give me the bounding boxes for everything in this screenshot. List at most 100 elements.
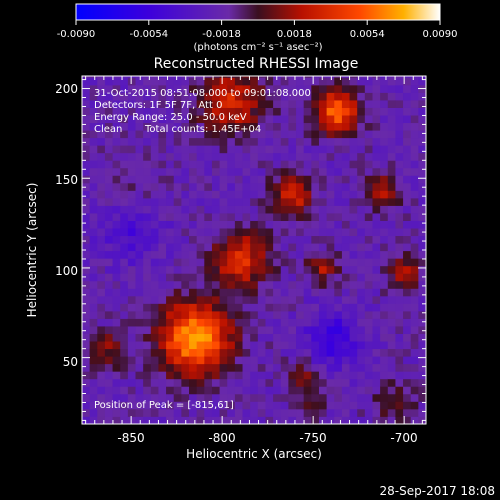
heatmap-cell-736 bbox=[196, 182, 205, 191]
heatmap-cell-723 bbox=[196, 280, 205, 289]
heatmap-cell-1436 bbox=[311, 220, 320, 229]
heatmap-cell-424 bbox=[150, 408, 159, 417]
heatmap-cell-819 bbox=[211, 265, 220, 274]
heatmap-cell-1797 bbox=[372, 333, 381, 342]
heatmap-cell-542 bbox=[166, 228, 175, 237]
heatmap-cell-1293 bbox=[288, 235, 297, 244]
heatmap-cell-734 bbox=[196, 197, 205, 206]
heatmap-cell-718 bbox=[196, 318, 205, 327]
heatmap-cell-69 bbox=[89, 250, 98, 259]
heatmap-cell-2104 bbox=[418, 145, 426, 154]
heatmap-cell-1791 bbox=[372, 378, 381, 387]
heatmap-cell-122 bbox=[97, 205, 106, 214]
heatmap-cell-884 bbox=[219, 130, 228, 139]
heatmap-cell-1914 bbox=[387, 160, 396, 169]
heatmap-cell-1471 bbox=[318, 310, 328, 319]
heatmap-cell-40 bbox=[82, 115, 91, 124]
heatmap-cell-558 bbox=[166, 107, 175, 116]
heatmap-cell-2105 bbox=[418, 137, 426, 146]
heatmap-cell-1220 bbox=[273, 77, 282, 86]
heatmap-cell-815 bbox=[211, 295, 220, 304]
heatmap-cell-1798 bbox=[372, 326, 381, 334]
heatmap-cell-189 bbox=[112, 408, 121, 417]
heatmap-cell-1093 bbox=[257, 326, 266, 334]
heatmap-cell-1145 bbox=[265, 288, 274, 297]
heatmap-cell-1557 bbox=[334, 371, 343, 380]
heatmap-cell-102 bbox=[97, 356, 106, 365]
heatmap-cell-918 bbox=[227, 228, 236, 237]
heatmap-cell-1481 bbox=[318, 235, 328, 244]
heatmap-cell-1418 bbox=[311, 356, 320, 365]
heatmap-cell-610 bbox=[173, 76, 182, 78]
heatmap-cell-1407 bbox=[303, 84, 312, 93]
heatmap-cell-1362 bbox=[296, 76, 305, 78]
heatmap-cell-1838 bbox=[380, 378, 389, 387]
heatmap-cell-308 bbox=[127, 220, 136, 229]
heatmap-cell-419 bbox=[143, 92, 152, 101]
heatmap-cell-1963 bbox=[395, 145, 404, 154]
heatmap-cell-474 bbox=[158, 386, 167, 395]
heatmap-cell-68 bbox=[89, 258, 98, 267]
heatmap-cell-1424 bbox=[311, 310, 320, 319]
heatmap-cell-377 bbox=[143, 408, 152, 417]
heatmap-cell-1690 bbox=[349, 77, 358, 86]
heatmap-cell-173 bbox=[104, 175, 113, 184]
heatmap-cell-1537 bbox=[326, 167, 335, 176]
heatmap-cell-1060 bbox=[250, 220, 259, 229]
heatmap-cell-919 bbox=[227, 220, 236, 229]
heatmap-cell-1041 bbox=[250, 363, 259, 372]
heatmap-cell-74 bbox=[89, 213, 98, 221]
heatmap-cell-2107 bbox=[418, 122, 426, 131]
heatmap-cell-1238 bbox=[280, 295, 289, 304]
heatmap-cell-745 bbox=[196, 115, 205, 124]
heatmap-cell-1050 bbox=[250, 295, 259, 304]
heatmap-cell-34 bbox=[82, 160, 91, 169]
heatmap-cell-505 bbox=[158, 152, 167, 161]
heatmap-cell-996 bbox=[242, 348, 251, 357]
heatmap-cell-1135 bbox=[265, 363, 274, 372]
heatmap-cell-342 bbox=[135, 318, 144, 327]
heatmap-cell-1773 bbox=[364, 160, 373, 169]
heatmap-cell-1134 bbox=[265, 371, 274, 380]
heatmap-cell-1900 bbox=[387, 265, 396, 274]
heatmap-cell-1516 bbox=[326, 326, 335, 334]
heatmap-cell-956 bbox=[234, 295, 243, 304]
heatmap-cell-71 bbox=[89, 235, 98, 244]
heatmap-cell-1691 bbox=[349, 76, 358, 78]
heatmap-cell-368 bbox=[135, 122, 144, 131]
heatmap-cell-343 bbox=[135, 310, 144, 319]
heatmap-cell-1248 bbox=[280, 220, 289, 229]
heatmap-cell-1894 bbox=[387, 310, 396, 319]
heatmap-cell-1652 bbox=[349, 363, 358, 372]
heatmap-cell-1812 bbox=[372, 220, 381, 229]
heatmap-cell-557 bbox=[166, 115, 175, 124]
heatmap-cell-1252 bbox=[280, 190, 289, 199]
heatmap-cell-104 bbox=[97, 341, 106, 350]
heatmap-cell-323 bbox=[127, 107, 136, 116]
heatmap-cell-1880 bbox=[387, 416, 396, 424]
heatmap-cell-947 bbox=[234, 363, 243, 372]
heatmap-cell-1312 bbox=[288, 92, 297, 101]
heatmap-cell-2019 bbox=[403, 77, 412, 86]
heatmap-cell-1553 bbox=[334, 401, 343, 410]
heatmap-cell-1711 bbox=[357, 273, 366, 282]
heatmap-cell-659 bbox=[189, 408, 198, 417]
heatmap-cell-1474 bbox=[318, 288, 328, 297]
heatmap-cell-1480 bbox=[318, 243, 328, 252]
heatmap-cell-1725 bbox=[357, 167, 366, 176]
heatmap-cell-255 bbox=[120, 265, 129, 274]
heatmap-cell-1608 bbox=[341, 341, 350, 350]
heatmap-cell-618 bbox=[181, 363, 190, 372]
heatmap-cell-1641 bbox=[341, 92, 350, 101]
heatmap-cell-2071 bbox=[418, 393, 426, 402]
heatmap-cell-2091 bbox=[418, 243, 426, 252]
heatmap-cell-579 bbox=[173, 303, 182, 312]
heatmap-cell-1492 bbox=[318, 152, 328, 161]
heatmap-cell-337 bbox=[135, 356, 144, 365]
heatmap-cell-1597 bbox=[334, 76, 343, 78]
heatmap-cell-1159 bbox=[265, 182, 274, 191]
heatmap-cell-1524 bbox=[326, 265, 335, 274]
heatmap-cell-778 bbox=[204, 220, 213, 229]
heatmap-cell-887 bbox=[219, 107, 228, 116]
heatmap-cell-1335 bbox=[296, 273, 305, 282]
